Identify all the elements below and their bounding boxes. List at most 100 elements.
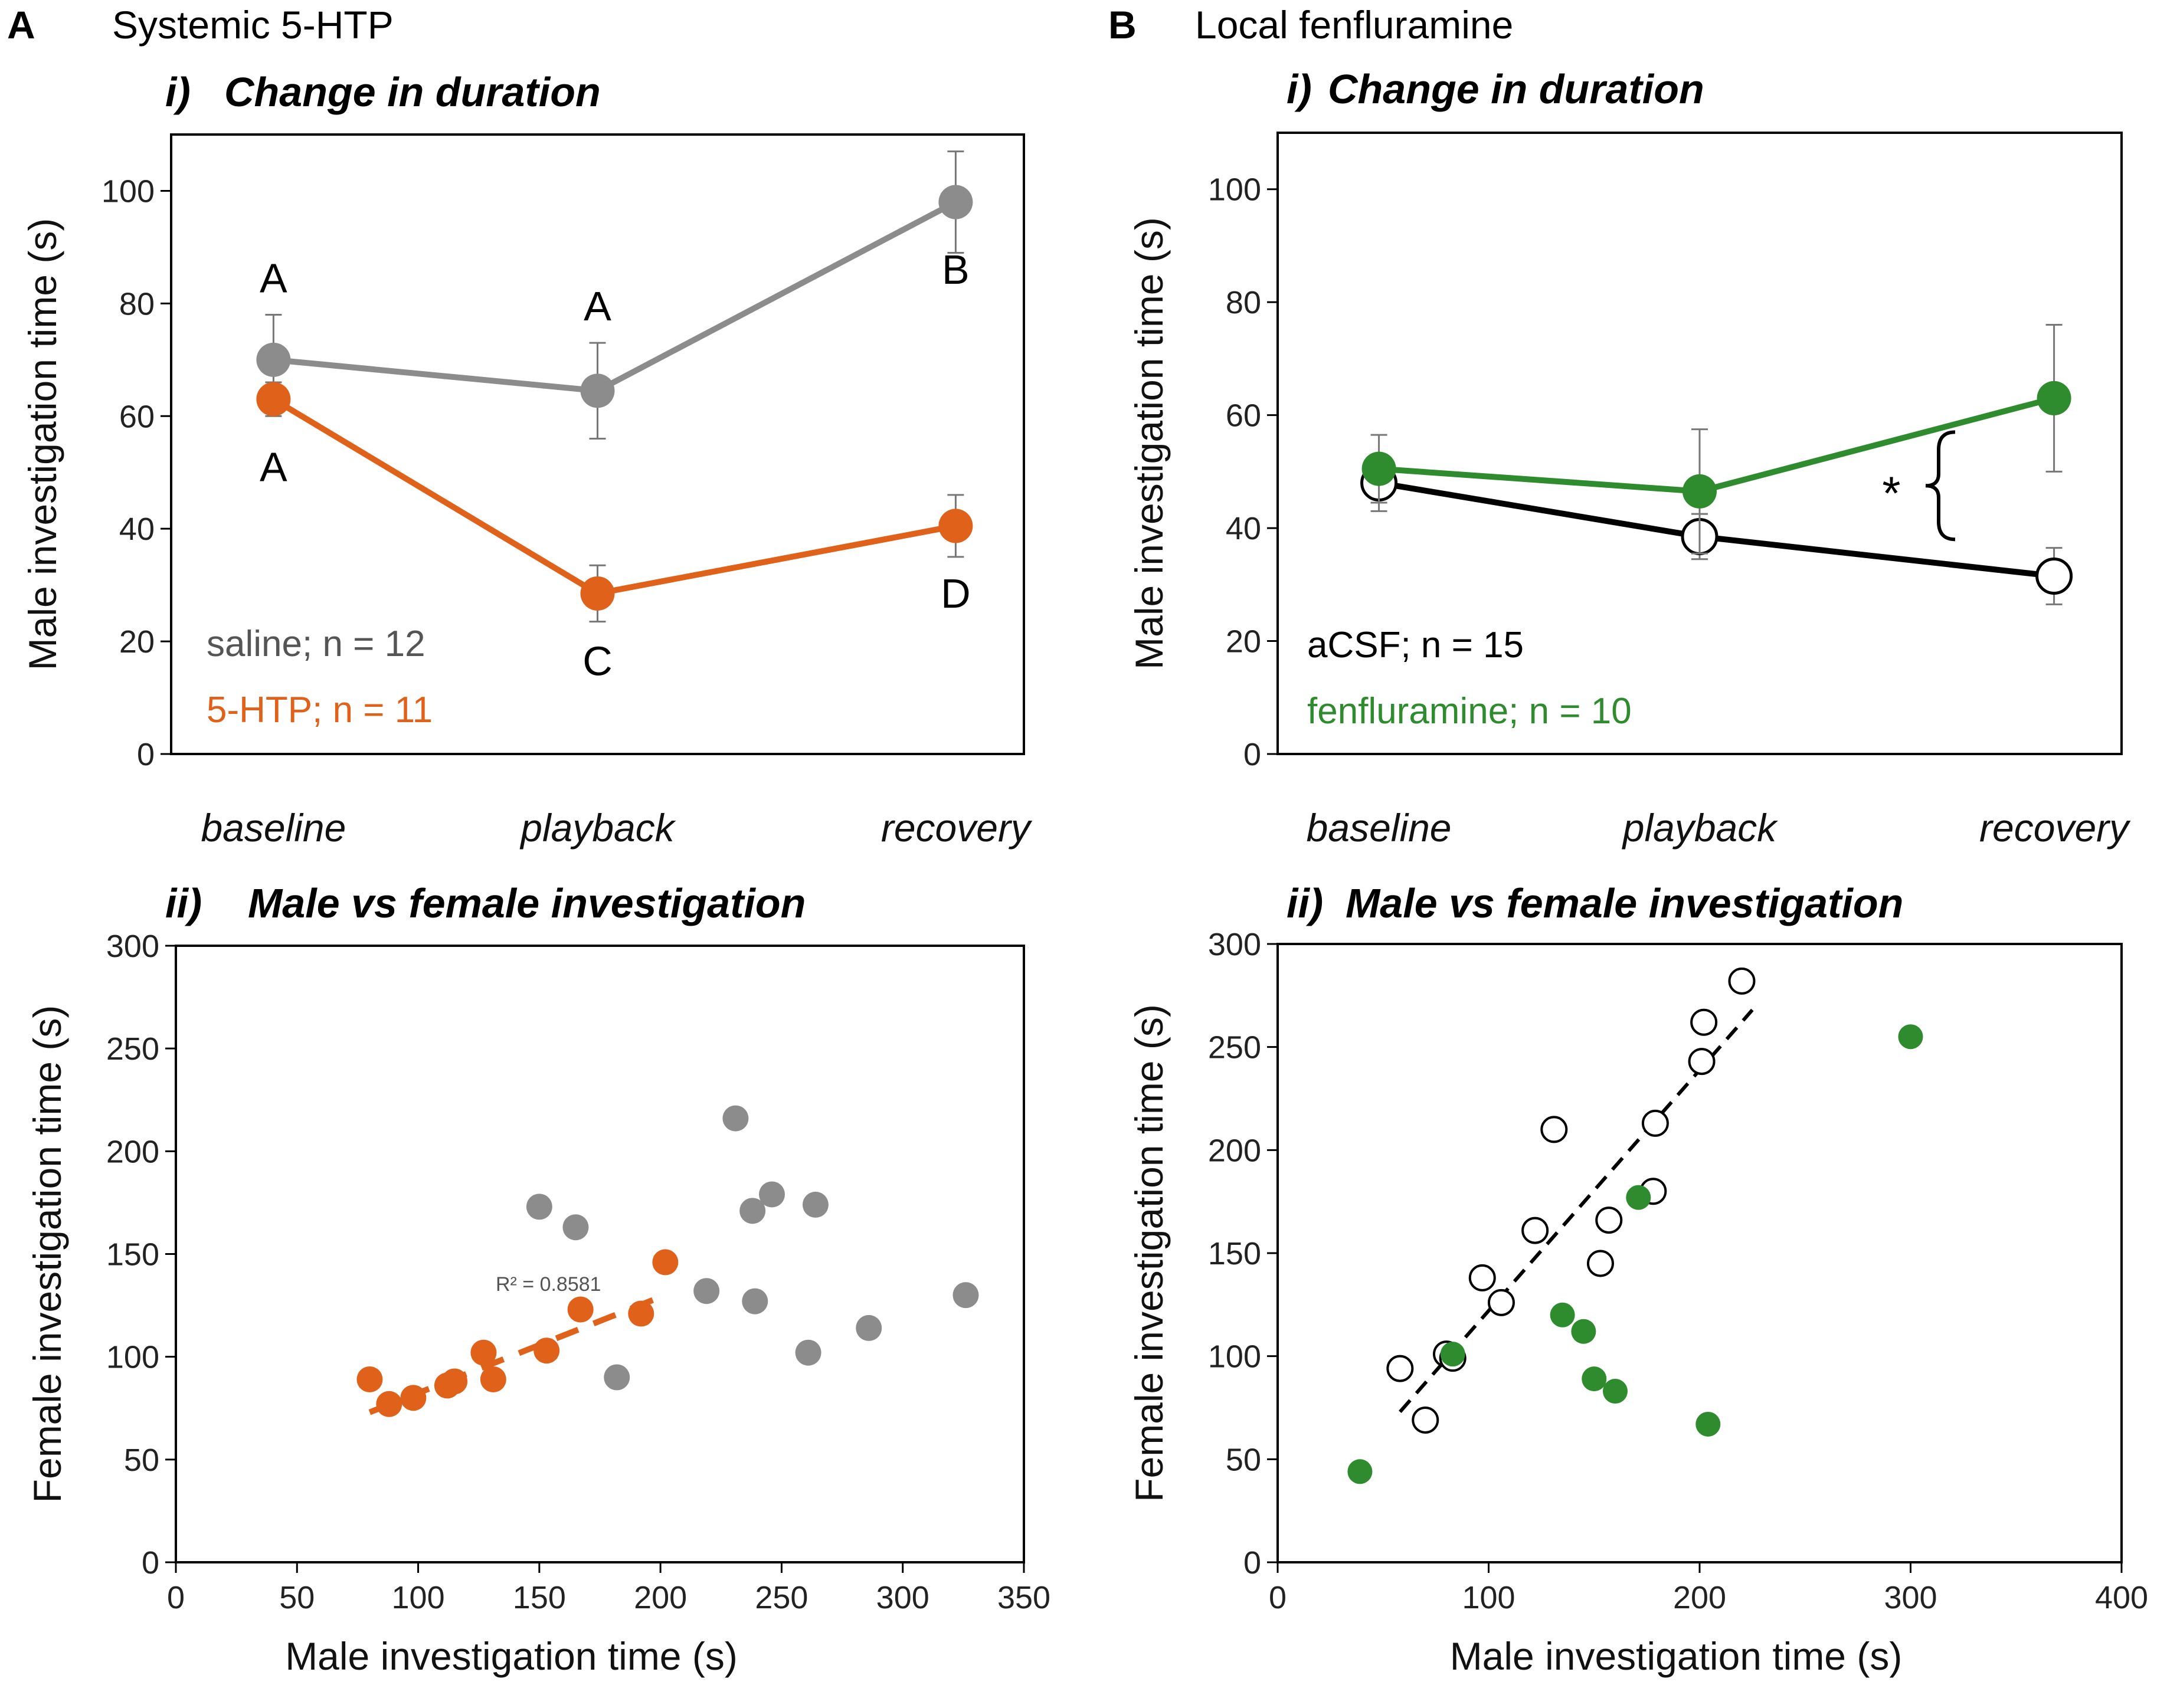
scatter-point [1688, 1048, 1716, 1076]
y-axis-label: Female investigation time (s) [1127, 1004, 1171, 1502]
x-tick-label: 350 [997, 1580, 1050, 1615]
data-point [2037, 381, 2071, 415]
plot-frame [175, 945, 1025, 1563]
scatter-point [1347, 1459, 1373, 1484]
x-axis-label: Male investigation time (s) [1450, 1634, 1903, 1678]
scatter-point [526, 1194, 552, 1220]
y-tick-label: 200 [106, 1134, 159, 1169]
scatter-point [1898, 1024, 1923, 1050]
y-tick-label: 100 [106, 1340, 159, 1375]
category-label: recovery [1979, 806, 2131, 850]
scatter-point [759, 1181, 785, 1208]
subpanel-label: ii) [165, 880, 202, 926]
y-tick-label: 300 [1208, 927, 1261, 962]
x-tick-label: 100 [1462, 1580, 1515, 1615]
subpanel-label: i) [165, 69, 191, 115]
scatter-point [1690, 1008, 1718, 1036]
scatter-point [1540, 1116, 1568, 1143]
chart-title: Male vs female investigation [248, 880, 806, 926]
y-tick-label: 50 [124, 1443, 159, 1478]
chart-Bii: ii) Male vs female investigation 0 50 100 150… [1127, 880, 2148, 1678]
plot-frame [170, 133, 1025, 755]
x-axis-label: Male investigation time (s) [285, 1634, 738, 1678]
scatter-point [802, 1191, 829, 1218]
y-tick-label: 80 [119, 286, 155, 322]
y-axis-label: Female investigation time (s) [25, 1005, 69, 1503]
category-label: playback [1622, 806, 1778, 850]
scatter-point [652, 1249, 679, 1276]
scatter-point [1641, 1109, 1669, 1137]
scatter-point [1440, 1342, 1465, 1367]
scatter-point [1386, 1355, 1414, 1382]
scatter-point [1695, 1411, 1721, 1437]
scatter-point [1626, 1185, 1651, 1210]
data-point [1361, 451, 1396, 486]
subpanel-label: ii) [1287, 880, 1323, 926]
scatter-point [562, 1214, 589, 1241]
y-tick-label: 0 [1243, 737, 1261, 772]
scatter-point [693, 1278, 720, 1304]
scatter-point [742, 1288, 768, 1314]
y-tick-label: 250 [1208, 1030, 1261, 1066]
significance-letter: A [584, 283, 611, 329]
legend-entry: fenfluramine; n = 10 [1307, 691, 1632, 732]
x-tick-label: 50 [279, 1580, 315, 1615]
y-tick-label: 50 [1226, 1442, 1261, 1477]
data-point [580, 373, 615, 408]
series-line [273, 199, 957, 394]
y-tick-label: 300 [106, 929, 159, 964]
y-tick-label: 40 [119, 512, 155, 547]
scatter-point [470, 1339, 497, 1366]
significance-letter: B [942, 247, 970, 293]
scatter-point [952, 1282, 979, 1309]
x-tick-label: 300 [876, 1580, 929, 1615]
y-tick-label: 150 [106, 1237, 159, 1273]
x-tick-label: 200 [634, 1580, 687, 1615]
scatter-point [1603, 1379, 1628, 1404]
category-label: baseline [201, 806, 346, 850]
y-tick-label: 100 [1208, 1339, 1261, 1375]
y-tick-label: 250 [106, 1031, 159, 1067]
y-tick-label: 20 [119, 624, 155, 660]
y-tick-label: 100 [1208, 172, 1261, 208]
scatter-point [400, 1385, 427, 1411]
x-tick-label: 0 [1269, 1580, 1287, 1615]
scatter-point [533, 1337, 560, 1364]
significance-letter: D [941, 571, 971, 617]
scatter-point [1521, 1217, 1549, 1244]
plot-frame [1276, 943, 2123, 1563]
y-axis-label: Male investigation time (s) [21, 218, 64, 671]
scatter-point [856, 1314, 882, 1341]
data-point [256, 382, 291, 417]
y-tick-label: 100 [102, 173, 155, 209]
scatter-point [1582, 1366, 1607, 1392]
scatter-point [1468, 1264, 1496, 1291]
y-tick-label: 200 [1208, 1133, 1261, 1168]
scatter-point [628, 1300, 654, 1327]
y-tick-label: 0 [1243, 1545, 1261, 1581]
x-tick-label: 150 [513, 1580, 566, 1615]
y-tick-label: 60 [1226, 398, 1261, 434]
series-line [271, 396, 957, 597]
x-tick-label: 300 [1884, 1580, 1937, 1615]
y-tick-label: 0 [137, 737, 155, 772]
panel-a-title: Systemic 5-HTP [112, 3, 394, 47]
scatter-point [441, 1368, 468, 1395]
panel-b-title: Local fenfluramine [1195, 3, 1513, 47]
legend-entry: aCSF; n = 15 [1307, 625, 1524, 666]
scatter-point [1550, 1302, 1575, 1327]
data-point [2035, 557, 2073, 595]
r-squared-annotation: R² = 0.8581 [496, 1273, 601, 1296]
category-label: playback [519, 806, 676, 850]
series-line [1379, 395, 2055, 494]
y-tick-label: 0 [142, 1545, 159, 1581]
y-tick-label: 20 [1226, 624, 1261, 660]
scatter-point [1571, 1319, 1596, 1344]
significance-asterisk: * [1882, 467, 1900, 519]
data-point [938, 509, 973, 543]
chart-Bi: i) Change in duration 0 20 40 60 80 100 Male inv… [1127, 66, 2131, 850]
scatter-point [567, 1296, 594, 1323]
chart-title: Change in duration [224, 69, 601, 115]
scatter-point [376, 1391, 402, 1417]
